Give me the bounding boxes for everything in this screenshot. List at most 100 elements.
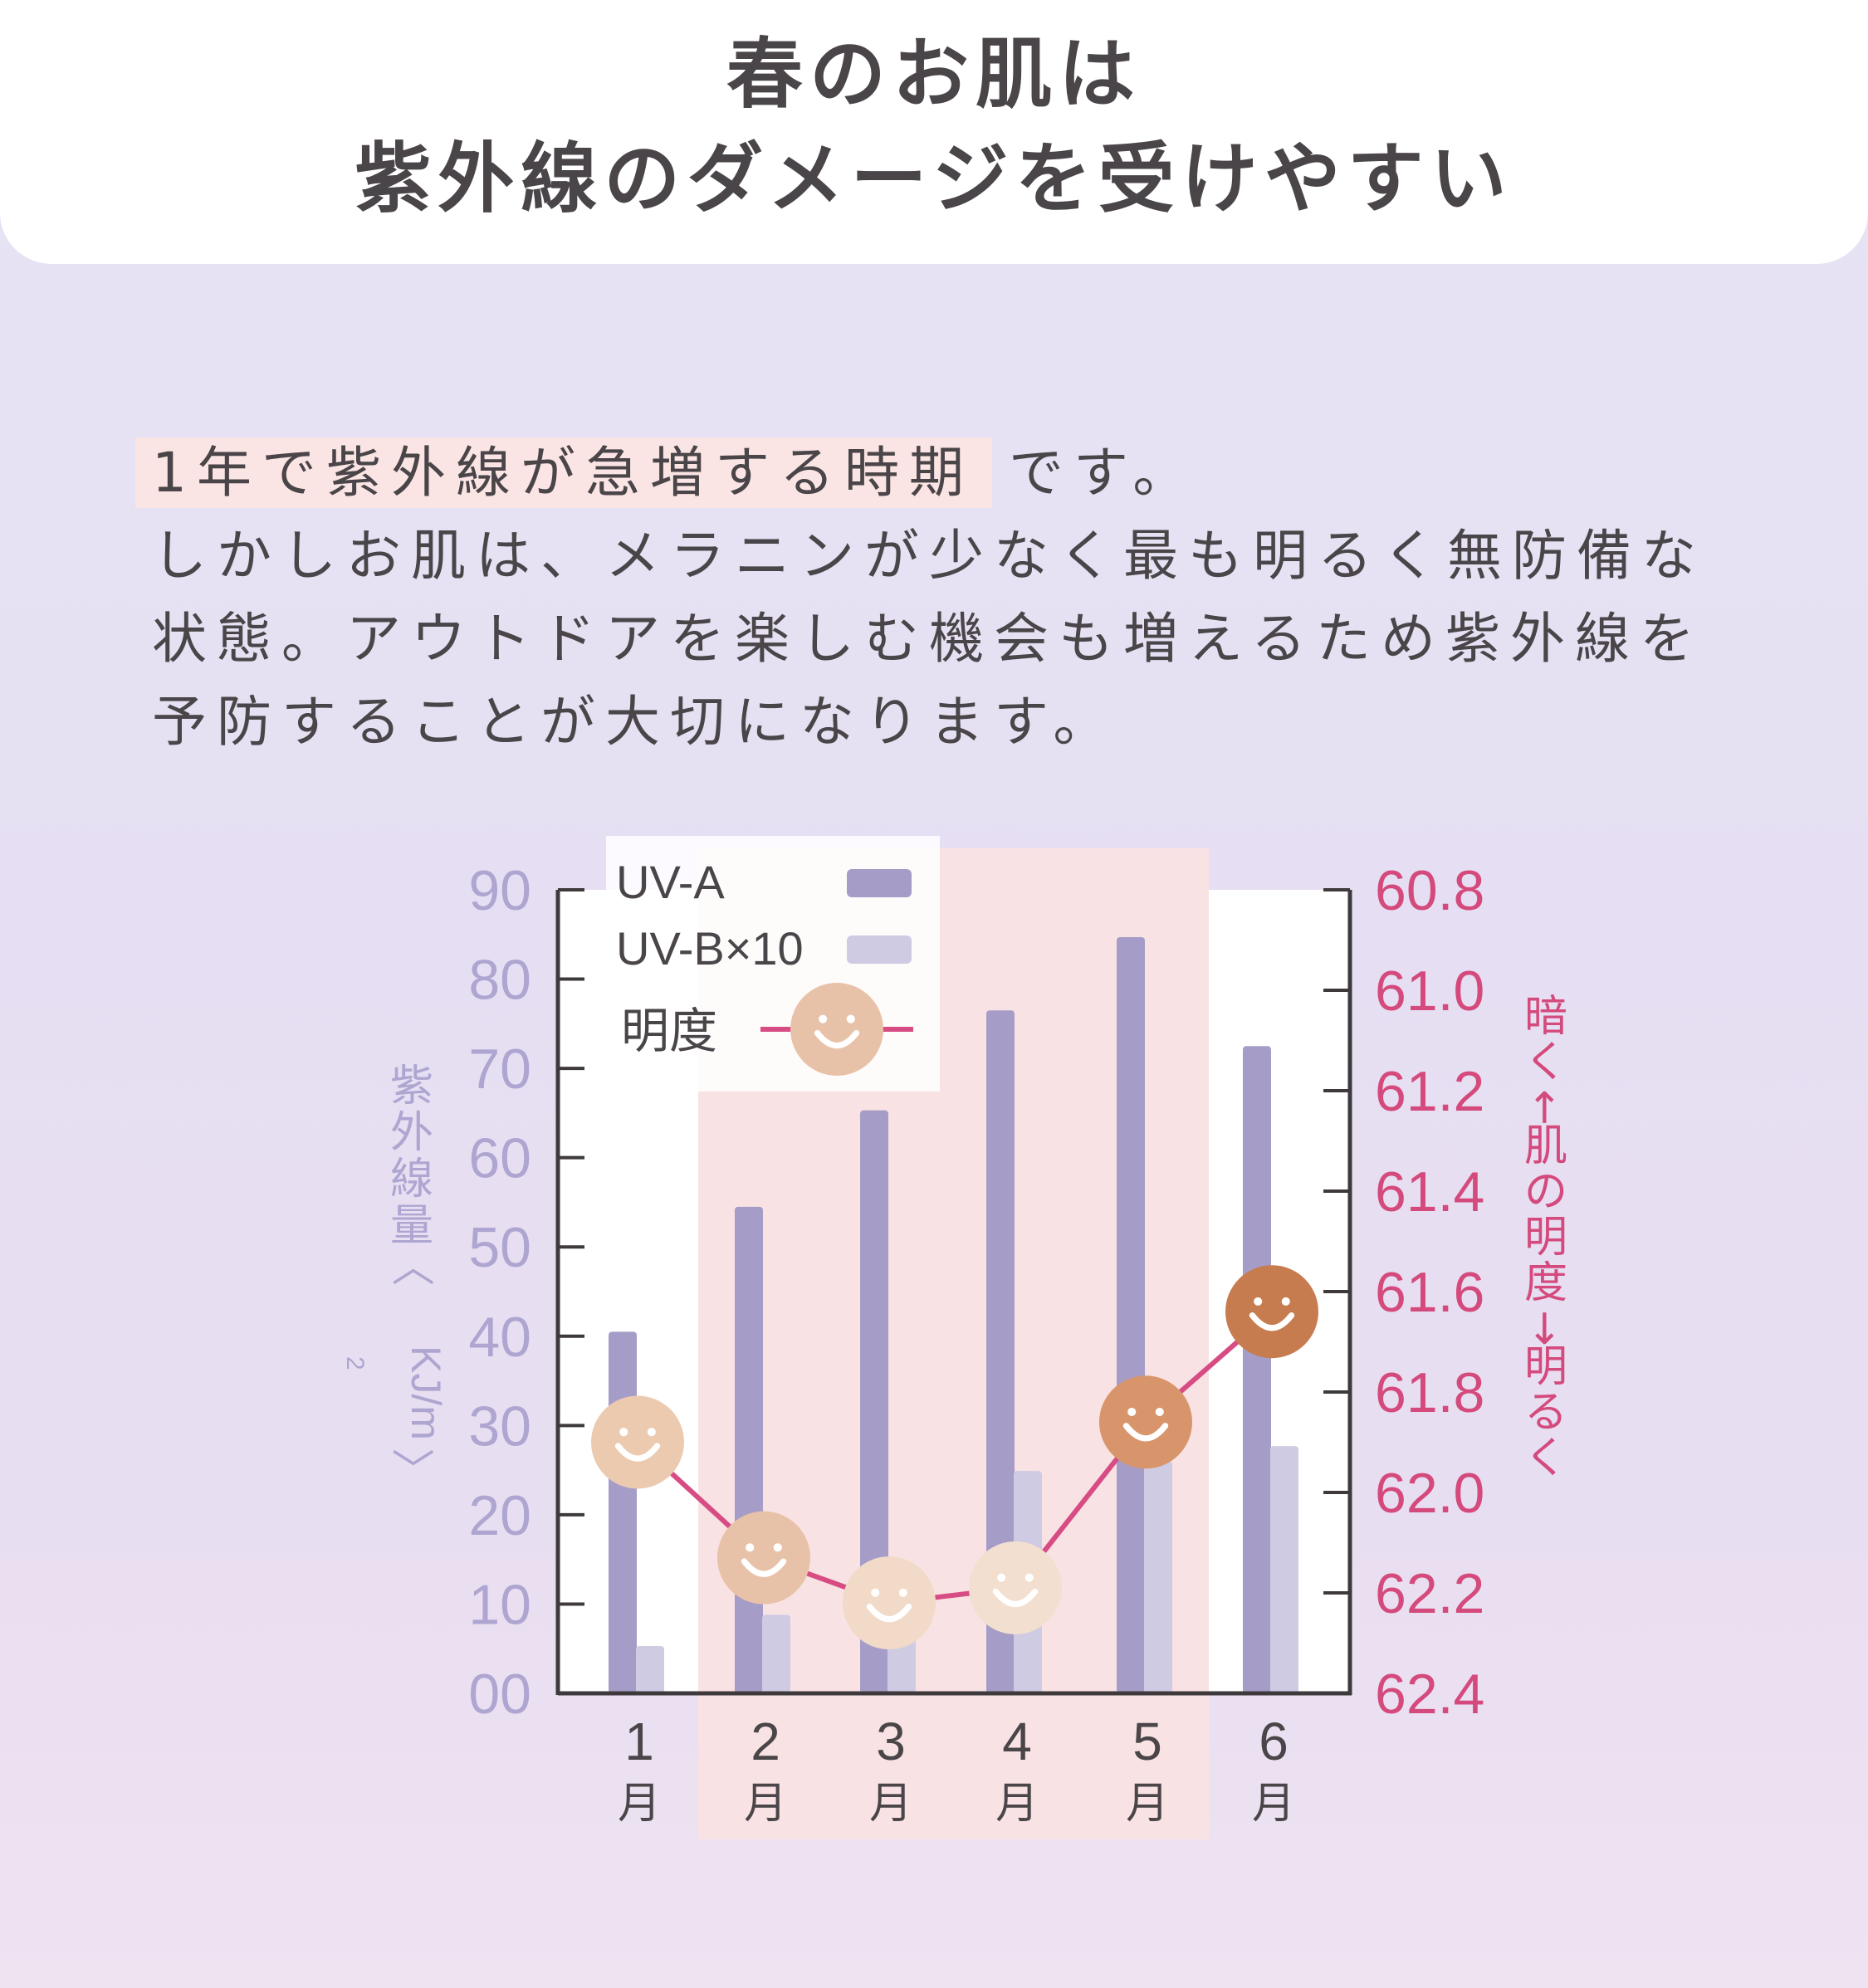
smiley-eye [997,1573,1006,1582]
smiley-icon [790,983,883,1076]
page-title-line-2: 紫外線のダメージを受けやすい [355,134,1513,223]
smiley-eye [1155,1407,1164,1417]
smiley-mouth [1249,1312,1295,1331]
x-tick-unit: 月 [869,1779,912,1829]
right-axis-label-char: 明 [1524,1342,1567,1392]
x-tick-unit: 月 [618,1779,661,1829]
intro-text: 1年で紫外線が急増する時期 です。 しかしお肌は、メラニンが少なく最も明るく無防備… [135,432,1706,764]
left-axis-label-unit: KJ/m [403,1346,449,1440]
right-tick-label: 60.8 [1375,859,1484,922]
legend-swatch-uvb [847,935,912,964]
x-tick-label: 5 [1132,1712,1162,1771]
x-tick-unit: 月 [995,1779,1039,1829]
left-axis-label-char: 線 [390,1155,433,1204]
smiley-eye [871,1588,880,1597]
left-axis-label-char: 外 [390,1108,433,1158]
x-tick-label: 6 [1259,1712,1289,1771]
intro-line-1: 1年で紫外線が急増する時期 です。 [135,432,1706,515]
x-tick-label: 4 [1002,1712,1032,1771]
smiley-eye [898,1588,907,1597]
bar-uva [1243,1046,1271,1693]
left-tick-label: 00 [468,1663,531,1726]
smiley-icon [717,1511,810,1605]
x-tick-label: 3 [876,1712,906,1771]
bar-uva [860,1110,888,1693]
left-axis-label-bracket: 〉 [386,1448,436,1491]
smiley-icon [1099,1375,1192,1469]
smiley-icon [969,1541,1062,1634]
bar-uva [986,1010,1015,1693]
right-axis-label-char: く [1524,1038,1567,1087]
bar-uvb [636,1645,664,1693]
left-tick-label: 60 [468,1127,531,1190]
left-tick-label: 90 [468,859,531,922]
right-axis-label-char: 度 [1524,1258,1567,1308]
right-axis-label-char: く [1524,1434,1567,1483]
right-axis-label-char: 肌 [1524,1121,1567,1171]
right-axis-label-char: ← [1520,1089,1570,1126]
bar-uva [735,1206,763,1693]
legend-label-brightness: 明度 [621,1003,717,1059]
right-axis-label-char: 明 [1524,1213,1567,1263]
right-axis-label-char: の [1524,1167,1567,1217]
right-tick-label: 61.6 [1375,1261,1484,1324]
right-axis-label-char: る [1524,1388,1567,1438]
legend-swatch-uva [847,869,912,897]
legend-label-uvb: UV-B×10 [616,922,804,974]
page-title-line-1: 春のお肌は [726,30,1142,119]
left-axis-label-char: 紫 [390,1062,433,1111]
smiley-mouth [866,1603,912,1623]
smiley-eye [619,1428,628,1437]
right-tick-label: 61.2 [1375,1060,1484,1123]
smiley-eye [647,1428,656,1437]
left-tick-label: 70 [468,1038,531,1101]
smiley-icon [843,1556,936,1650]
smiley-eye [1127,1407,1137,1417]
smiley-eye [819,1014,828,1023]
smiley-eye [746,1543,755,1552]
smiley-mouth [741,1558,787,1577]
right-tick-label: 61.8 [1375,1361,1484,1424]
right-tick-label: 61.4 [1375,1160,1484,1224]
smiley-icon [1225,1265,1318,1359]
smiley-eye [1281,1297,1290,1306]
intro-line-1-rest: です。 [1009,441,1198,505]
intro-line-3: 状態。アウトドアを楽しむ機会も増えるため紫外線を [152,607,1705,671]
smiley-mouth [992,1588,1039,1608]
left-tick-label: 80 [468,949,531,1012]
left-tick-label: 50 [468,1216,531,1279]
right-tick-label: 62.4 [1375,1663,1484,1726]
right-axis-label-char: → [1520,1310,1570,1346]
right-axis-label-char: 暗 [1524,992,1567,1042]
right-tick-label: 62.2 [1375,1562,1484,1625]
smiley-eye [773,1543,782,1552]
right-tick-label: 61.0 [1375,960,1484,1023]
bar-uvb [1144,1461,1172,1693]
intro-line-2: しかしお肌は、メラニンが少なく最も明るく無防備な [152,524,1706,588]
x-tick-label: 1 [624,1712,654,1771]
bar-uva [609,1331,637,1693]
smiley-icon [591,1395,684,1489]
title-card: 春のお肌は 紫外線のダメージを受けやすい [0,0,1868,264]
smiley-mouth [814,1029,860,1049]
left-tick-label: 20 [468,1484,531,1547]
highlight-phrase: 1年で紫外線が急増する時期 [135,437,992,508]
smiley-eye [1254,1297,1263,1306]
intro-line-4: 予防することが大切になります。 [152,690,1118,754]
smiley-eye [1024,1573,1034,1582]
smiley-mouth [614,1443,661,1462]
left-tick-label: 10 [468,1573,531,1636]
right-tick-label: 62.0 [1375,1462,1484,1525]
smiley-mouth [1122,1423,1169,1442]
left-axis-label-superscript: 2 [341,1356,369,1370]
left-tick-label: 30 [468,1395,531,1458]
x-tick-unit: 月 [1126,1779,1169,1829]
bar-uva [1117,937,1145,1693]
legend-label-uva: UV-A [616,856,725,908]
x-tick-unit: 月 [744,1779,787,1829]
left-tick-label: 40 [468,1306,531,1369]
x-tick-label: 2 [751,1712,780,1771]
left-axis-label-bracket: 〈 [386,1243,436,1287]
bar-uvb [762,1614,790,1693]
